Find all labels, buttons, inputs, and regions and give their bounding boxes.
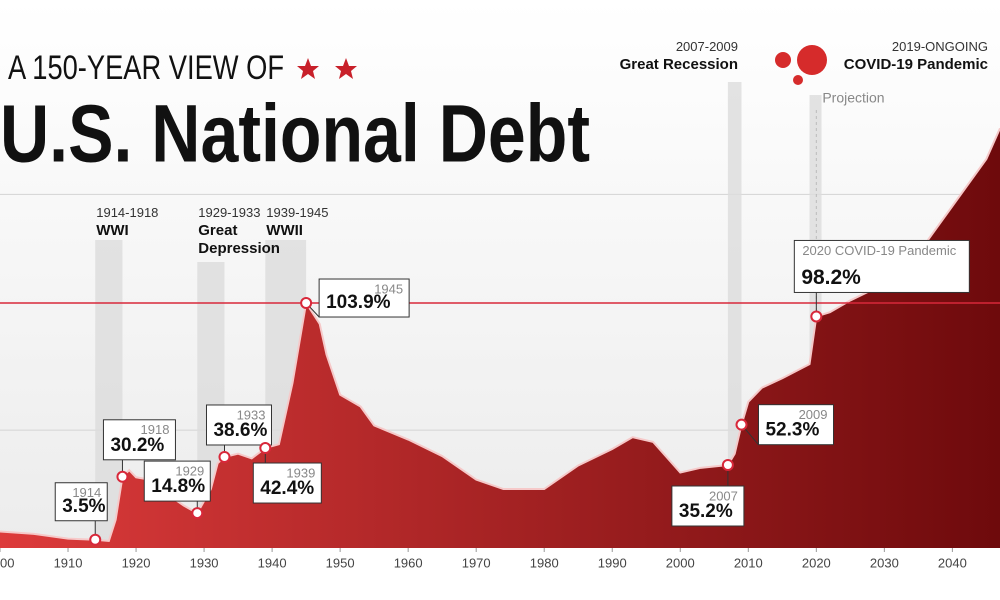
data-label: 14.8% (151, 476, 205, 497)
x-tick-label: 1970 (462, 555, 491, 570)
x-tick-label: 2030 (870, 555, 899, 570)
x-tick-label: 1950 (326, 555, 355, 570)
callout-year: 2020 COVID-19 Pandemic (802, 243, 956, 258)
callout-year: 2009 (799, 407, 828, 422)
event-name: WWI (96, 222, 129, 239)
x-tick-label: 2010 (734, 555, 763, 570)
x-tick-label: 2020 (802, 555, 831, 570)
callout-box (793, 239, 970, 293)
point (89, 533, 102, 546)
callout-year: 1933 (237, 407, 266, 422)
data-label: 98.2% (801, 266, 861, 289)
callout-year: 2007 (709, 488, 738, 503)
chart-title: U.S. National Debt (0, 89, 590, 180)
event-name: WWII (266, 222, 303, 239)
callout-year: 1939 (286, 465, 315, 480)
data-label: 52.3% (765, 420, 819, 441)
virus-icon (793, 75, 803, 85)
point (300, 297, 313, 310)
event-band (727, 82, 742, 548)
projection-label: Projection (822, 90, 884, 106)
point (191, 507, 204, 520)
point (721, 459, 734, 472)
point (810, 310, 823, 323)
callout-year: 1914 (72, 485, 101, 500)
event-name: Great Depression (198, 222, 280, 257)
data-label: 35.2% (679, 501, 733, 522)
event-range: 2019-ONGOING (891, 39, 988, 54)
event-label: 1929-1933 Great Depression (198, 204, 288, 258)
x-tick-label: 2040 (938, 555, 967, 570)
virus-icons (775, 45, 827, 85)
x-tick-label: 1980 (530, 555, 559, 570)
point (218, 450, 231, 463)
event-range: 1914-1918 (96, 205, 159, 220)
event-name: COVID-19 Pandemic (843, 56, 988, 73)
point (259, 442, 272, 455)
x-tick-label: 1960 (394, 555, 423, 570)
x-tick-label: 2000 (666, 555, 695, 570)
star (335, 58, 357, 79)
data-label: 38.6% (213, 420, 267, 441)
event-range: 1929-1933 (198, 205, 261, 220)
star (297, 58, 319, 79)
x-tick-label: 1910 (54, 555, 83, 570)
callout-year: 1945 (374, 281, 403, 296)
event-range: 2007-2009 (675, 39, 738, 54)
data-label: 42.4% (260, 478, 314, 499)
data-label: 3.5% (62, 496, 105, 517)
x-tick-label: 1990 (598, 555, 627, 570)
point (735, 418, 748, 431)
data-label: 30.2% (110, 435, 164, 456)
callout-box (143, 460, 211, 502)
event-label: 1939-1945 WWII (266, 204, 356, 240)
x-tick-label: 1900 (0, 555, 14, 570)
virus-icon (775, 52, 791, 68)
callout-box (757, 404, 834, 446)
pretitle: A 150-YEAR VIEW OF (8, 49, 284, 87)
data-label: 103.9% (326, 292, 391, 313)
event-label: 1914-1918 WWI (96, 204, 186, 240)
event-name: Great Recession (619, 56, 738, 73)
event-label: 2019-ONGOING COVID-19 Pandemic (844, 38, 988, 74)
event-range: 1939-1945 (266, 205, 329, 220)
callout-box (54, 482, 108, 522)
axis-strip (0, 548, 1000, 600)
callout-box (252, 462, 322, 504)
area (0, 128, 1000, 548)
callout-box (671, 485, 745, 527)
point (116, 470, 129, 483)
callout-box (318, 278, 410, 318)
callout-box (102, 419, 176, 461)
callout-year: 1918 (141, 422, 170, 437)
callout-box (205, 404, 272, 446)
callout-year: 1929 (175, 464, 204, 479)
virus-icon (797, 45, 827, 75)
x-tick-label: 1920 (122, 555, 151, 570)
x-tick-label: 1940 (258, 555, 287, 570)
x-tick-label: 1930 (190, 555, 219, 570)
event-label: 2007-2009 Great Recession (620, 38, 738, 74)
